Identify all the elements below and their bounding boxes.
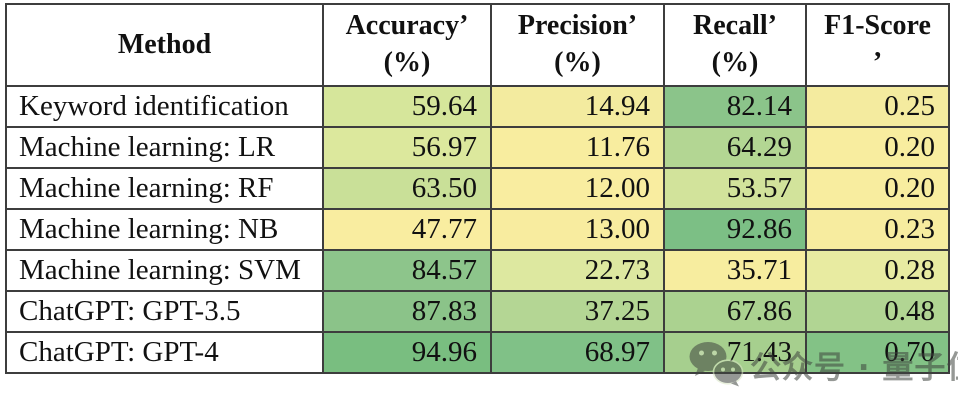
- recall-cell: 53.57: [663, 167, 807, 210]
- precision-cell: 11.76: [490, 126, 665, 169]
- table-row: Keyword identification 59.64 14.94 82.14…: [5, 85, 950, 128]
- f1-cell: 0.23: [805, 208, 950, 251]
- col-header-f1-unit: ’: [872, 47, 883, 78]
- f1-cell: 0.70: [805, 331, 950, 374]
- table-row: Machine learning: SVM 84.57 22.73 35.71 …: [5, 249, 950, 292]
- recall-cell: 64.29: [663, 126, 807, 169]
- recall-cell: 35.71: [663, 249, 807, 292]
- table-row: ChatGPT: GPT-4 94.96 68.97 71.43 0.70: [5, 331, 950, 374]
- col-header-accuracy-label: Accuracy’: [345, 10, 469, 42]
- recall-cell: 71.43: [663, 331, 807, 374]
- method-cell: ChatGPT: GPT-3.5: [5, 290, 324, 333]
- accuracy-cell: 56.97: [322, 126, 492, 169]
- precision-cell: 14.94: [490, 85, 665, 128]
- accuracy-cell: 59.64: [322, 85, 492, 128]
- recall-cell: 92.86: [663, 208, 807, 251]
- metrics-table: Method Accuracy’ (%) Precision’ (%) Reca…: [5, 3, 950, 374]
- accuracy-cell: 94.96: [322, 331, 492, 374]
- col-header-f1: F1-Score ’: [805, 3, 950, 87]
- method-cell: Machine learning: NB: [5, 208, 324, 251]
- col-header-recall: Recall’ (%): [663, 3, 807, 87]
- accuracy-cell: 87.83: [322, 290, 492, 333]
- col-header-recall-unit: (%): [711, 47, 759, 78]
- precision-cell: 37.25: [490, 290, 665, 333]
- f1-cell: 0.20: [805, 126, 950, 169]
- method-cell: Machine learning: RF: [5, 167, 324, 210]
- table-row: Machine learning: NB 47.77 13.00 92.86 0…: [5, 208, 950, 251]
- col-header-method-label: Method: [117, 28, 212, 60]
- f1-cell: 0.20: [805, 167, 950, 210]
- col-header-recall-label: Recall’: [693, 10, 777, 42]
- method-cell: Keyword identification: [5, 85, 324, 128]
- method-cell: Machine learning: LR: [5, 126, 324, 169]
- method-cell: ChatGPT: GPT-4: [5, 331, 324, 374]
- col-header-precision-label: Precision’: [517, 10, 638, 42]
- col-header-precision: Precision’ (%): [490, 3, 665, 87]
- table-row: Machine learning: RF 63.50 12.00 53.57 0…: [5, 167, 950, 210]
- accuracy-cell: 84.57: [322, 249, 492, 292]
- method-cell: Machine learning: SVM: [5, 249, 324, 292]
- precision-cell: 22.73: [490, 249, 665, 292]
- col-header-method: Method: [5, 3, 324, 87]
- col-header-f1-label: F1-Score: [824, 10, 931, 42]
- recall-cell: 67.86: [663, 290, 807, 333]
- table-row: ChatGPT: GPT-3.5 87.83 37.25 67.86 0.48: [5, 290, 950, 333]
- precision-cell: 68.97: [490, 331, 665, 374]
- f1-cell: 0.25: [805, 85, 950, 128]
- accuracy-cell: 63.50: [322, 167, 492, 210]
- f1-cell: 0.28: [805, 249, 950, 292]
- col-header-accuracy: Accuracy’ (%): [322, 3, 492, 87]
- col-header-accuracy-unit: (%): [383, 47, 431, 78]
- f1-cell: 0.48: [805, 290, 950, 333]
- precision-cell: 13.00: [490, 208, 665, 251]
- accuracy-cell: 47.77: [322, 208, 492, 251]
- header-row: Method Accuracy’ (%) Precision’ (%) Reca…: [5, 3, 950, 87]
- precision-cell: 12.00: [490, 167, 665, 210]
- col-header-precision-unit: (%): [554, 47, 601, 78]
- table-row: Machine learning: LR 56.97 11.76 64.29 0…: [5, 126, 950, 169]
- recall-cell: 82.14: [663, 85, 807, 128]
